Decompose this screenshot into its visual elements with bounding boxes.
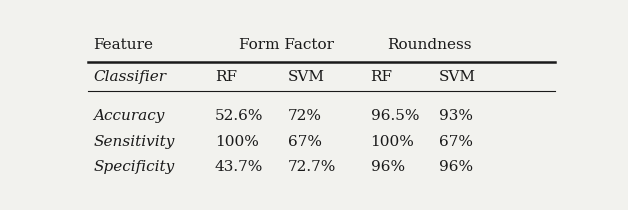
- Text: Feature: Feature: [93, 38, 153, 52]
- Text: SVM: SVM: [438, 70, 475, 84]
- Text: 100%: 100%: [215, 135, 259, 149]
- Text: 67%: 67%: [288, 135, 322, 149]
- Text: RF: RF: [215, 70, 237, 84]
- Text: 100%: 100%: [371, 135, 414, 149]
- Text: 96%: 96%: [371, 160, 404, 175]
- Text: RF: RF: [371, 70, 392, 84]
- Text: Specificity: Specificity: [93, 160, 175, 175]
- Text: 93%: 93%: [438, 109, 473, 123]
- Text: 72.7%: 72.7%: [288, 160, 336, 175]
- Text: 72%: 72%: [288, 109, 322, 123]
- Text: 96%: 96%: [438, 160, 473, 175]
- Text: 96.5%: 96.5%: [371, 109, 419, 123]
- Text: Sensitivity: Sensitivity: [93, 135, 175, 149]
- Text: Accuracy: Accuracy: [93, 109, 165, 123]
- Text: 43.7%: 43.7%: [215, 160, 263, 175]
- Text: SVM: SVM: [288, 70, 325, 84]
- Text: Roundness: Roundness: [387, 38, 472, 52]
- Text: 52.6%: 52.6%: [215, 109, 263, 123]
- Text: Classifier: Classifier: [93, 70, 166, 84]
- Text: Form Factor: Form Factor: [239, 38, 334, 52]
- Text: 67%: 67%: [438, 135, 473, 149]
